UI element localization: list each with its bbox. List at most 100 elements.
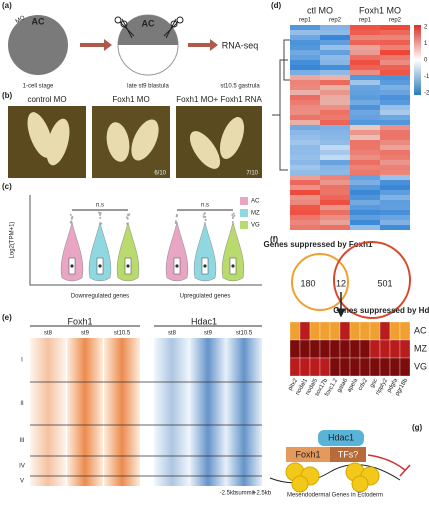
outlier bbox=[175, 213, 178, 216]
set-label: Genes suppressed by Foxh1 bbox=[264, 240, 373, 249]
heat-cell bbox=[290, 110, 320, 115]
heat-cell bbox=[320, 70, 350, 75]
heat-cell bbox=[380, 85, 410, 90]
heat-cell bbox=[380, 180, 410, 185]
heat-cell bbox=[290, 200, 320, 205]
heat-cell bbox=[389, 321, 401, 341]
heat-cell bbox=[380, 60, 410, 65]
caption: Mesendodermal Genes in Ectoderm bbox=[287, 493, 383, 499]
heat-cell bbox=[380, 45, 410, 50]
stage: 1-cell stage bbox=[23, 84, 54, 90]
photo bbox=[176, 106, 262, 178]
heat-cell bbox=[350, 135, 380, 140]
outlier bbox=[202, 215, 205, 218]
hdac-box bbox=[318, 430, 364, 446]
heat-cell bbox=[380, 65, 410, 70]
cluster: I bbox=[21, 358, 23, 364]
panel-label: (a) bbox=[2, 1, 12, 10]
heat-cell bbox=[350, 60, 380, 65]
heat-cell bbox=[380, 175, 410, 180]
heat-cell bbox=[290, 165, 320, 170]
heat-cell bbox=[380, 210, 410, 215]
heat-cell bbox=[380, 190, 410, 195]
heat-cell bbox=[290, 100, 320, 105]
median bbox=[231, 264, 235, 268]
profile bbox=[190, 338, 226, 486]
panel-label: (e) bbox=[2, 313, 12, 322]
heat-cell bbox=[290, 115, 320, 120]
replicate: rep2 bbox=[329, 18, 342, 24]
replicate: rep2 bbox=[389, 18, 402, 24]
heat-cell bbox=[379, 339, 391, 359]
heat-cell bbox=[320, 75, 350, 80]
heat-cell bbox=[290, 140, 320, 145]
heat-cell bbox=[350, 210, 380, 215]
heat-cell bbox=[359, 357, 371, 377]
heat-cell bbox=[349, 339, 361, 359]
panel-label: (f) bbox=[270, 235, 278, 244]
photo-title: control MO bbox=[27, 95, 66, 104]
condition: ctl MO bbox=[307, 5, 333, 15]
heat-cell bbox=[380, 160, 410, 165]
profile bbox=[154, 338, 190, 486]
heat-cell bbox=[320, 220, 350, 225]
cap bbox=[118, 15, 178, 45]
photo-title: Foxh1 MO bbox=[112, 95, 149, 104]
profile bbox=[104, 338, 140, 486]
heat-cell bbox=[350, 25, 380, 30]
heat-cell bbox=[290, 190, 320, 195]
heat-cell bbox=[350, 195, 380, 200]
heat-cell bbox=[290, 60, 320, 65]
heat-cell bbox=[350, 40, 380, 45]
foxh1: Foxh1 bbox=[295, 449, 320, 459]
outlier bbox=[204, 215, 207, 218]
mo-label: MO bbox=[15, 15, 27, 25]
heat-cell bbox=[320, 40, 350, 45]
set1-text: Genes suppressed by Foxh1 bbox=[264, 240, 373, 249]
condition: Foxh1 MO bbox=[359, 5, 401, 15]
heat-cell bbox=[290, 195, 320, 200]
group-label: Upregulated genes bbox=[180, 294, 231, 300]
stage: st9 bbox=[204, 331, 213, 337]
median bbox=[203, 264, 207, 268]
outlier bbox=[204, 218, 207, 221]
heat-cell bbox=[290, 85, 320, 90]
heat-cell bbox=[290, 95, 320, 100]
factor: Hdac1 bbox=[191, 316, 217, 326]
count: 6/10 bbox=[154, 171, 166, 177]
heat-cell bbox=[380, 50, 410, 55]
heat-cell bbox=[320, 225, 350, 230]
heat-cell bbox=[309, 321, 321, 341]
heat-cell bbox=[380, 70, 410, 75]
set-label: Genes suppressed by Hdac1 bbox=[333, 306, 429, 315]
heat-cell bbox=[320, 115, 350, 120]
heat-cell bbox=[379, 321, 391, 341]
heat-cell bbox=[380, 100, 410, 105]
colorbar-label: -1 bbox=[424, 74, 429, 80]
replicate: rep1 bbox=[359, 18, 372, 24]
heat-cell bbox=[320, 200, 350, 205]
heat-cell bbox=[320, 25, 350, 30]
heat-cell bbox=[320, 180, 350, 185]
heat-cell bbox=[290, 65, 320, 70]
outlier bbox=[99, 216, 102, 219]
heat-cell bbox=[320, 135, 350, 140]
arrow-head bbox=[104, 39, 112, 51]
cluster: IV bbox=[19, 464, 25, 470]
factor: Foxh1 bbox=[67, 316, 92, 326]
median bbox=[175, 264, 179, 268]
heat-cell bbox=[349, 321, 361, 341]
gene-label: gsc bbox=[369, 378, 379, 389]
heat-cell bbox=[369, 339, 381, 359]
heat-cell bbox=[319, 339, 331, 359]
heat-cell bbox=[350, 180, 380, 185]
photo bbox=[92, 106, 170, 178]
outlier bbox=[202, 213, 205, 216]
heat-cell bbox=[290, 80, 320, 85]
violin bbox=[88, 221, 112, 282]
heat-cell bbox=[320, 65, 350, 70]
count: 501 bbox=[377, 278, 392, 288]
heat-cell bbox=[290, 215, 320, 220]
outlier bbox=[69, 213, 72, 216]
heat-cell bbox=[380, 90, 410, 95]
